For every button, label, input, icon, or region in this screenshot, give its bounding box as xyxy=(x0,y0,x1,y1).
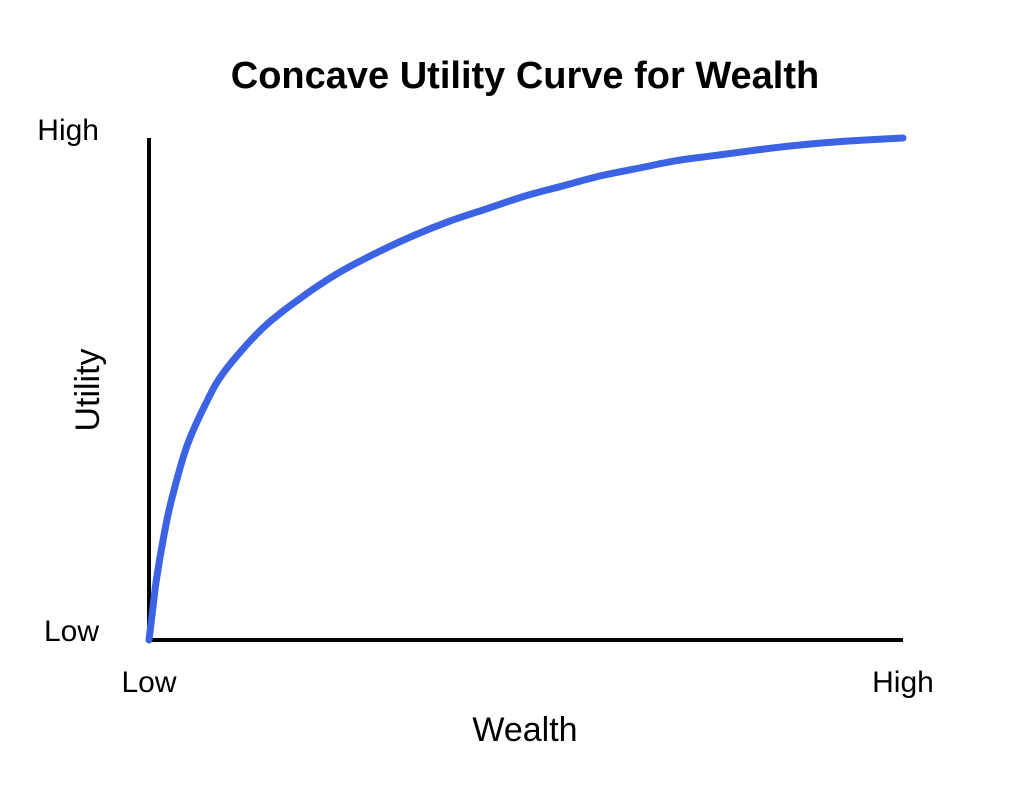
chart-title: Concave Utility Curve for Wealth xyxy=(231,55,819,97)
y-axis-label: Utility xyxy=(69,348,107,431)
x-tick-label-low: Low xyxy=(121,666,176,699)
x-tick-label-high: High xyxy=(872,666,934,699)
utility-curve-line xyxy=(145,134,907,644)
x-axis-label: Wealth xyxy=(472,711,577,749)
y-tick-label-low: Low xyxy=(44,615,99,648)
y-tick-label-high: High xyxy=(37,114,99,147)
